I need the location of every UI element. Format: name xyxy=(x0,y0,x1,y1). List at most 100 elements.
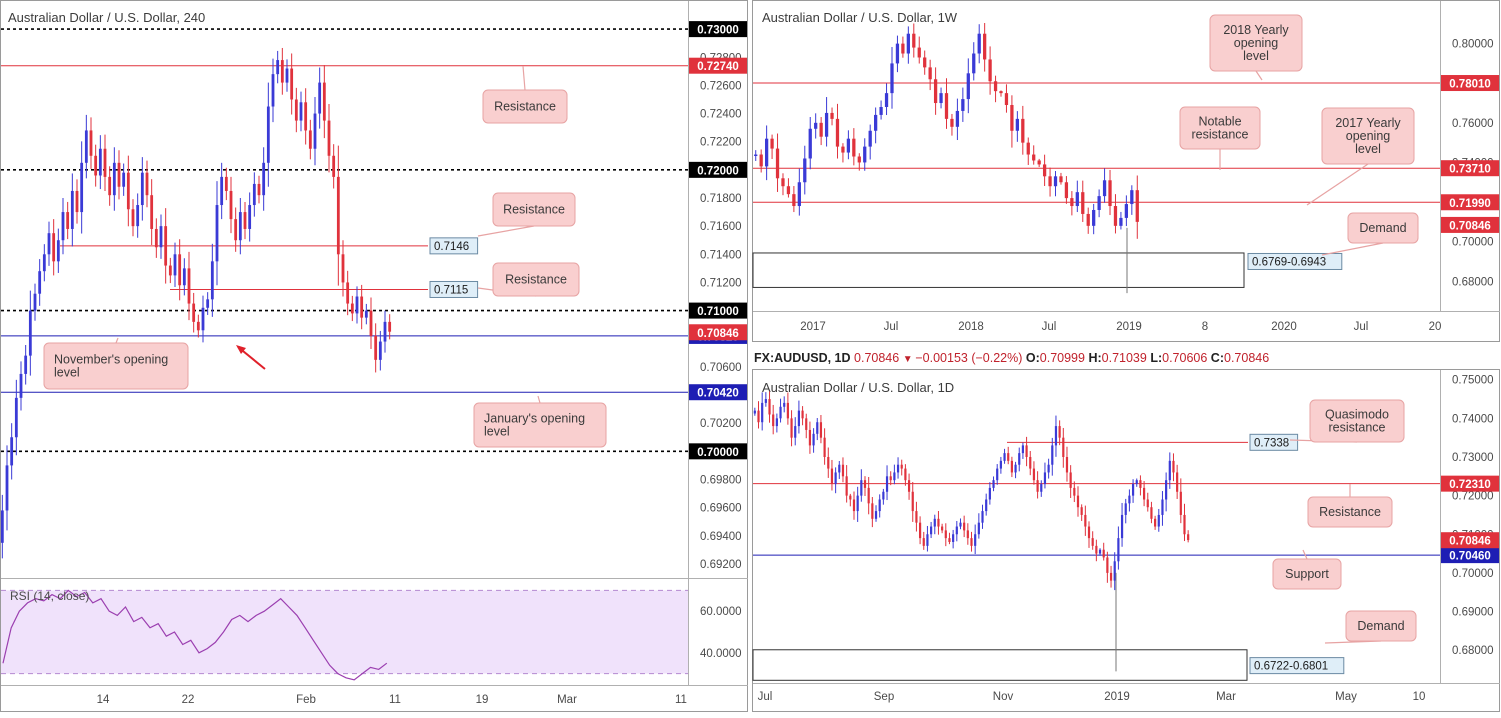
h4-candle-body xyxy=(145,172,149,196)
daily-candle-body xyxy=(882,491,885,500)
h4-candle-body xyxy=(229,190,233,220)
daily-candle-body xyxy=(772,414,775,427)
weekly-candle-body xyxy=(764,138,769,167)
daily-candle-body xyxy=(761,402,764,423)
daily-candle-body xyxy=(1109,572,1113,581)
h4-price-tag: 0.70000 xyxy=(697,447,739,459)
daily-candle-body xyxy=(911,491,914,512)
h4-callout-january-pointer xyxy=(537,395,541,404)
symbol-price: 0.70846 xyxy=(854,351,903,365)
weekly-y-tick: 0.68000 xyxy=(1452,276,1494,288)
h4-candle-body xyxy=(56,240,60,262)
symbol-change: −0.00153 (−0.22%) xyxy=(915,351,1026,365)
weekly-candle-body xyxy=(1026,142,1030,155)
h4-candle-body xyxy=(122,172,126,187)
h4-candle-body xyxy=(369,310,373,336)
daily-candle-body xyxy=(867,487,870,504)
h4-callout-resistance-top-text: Resistance xyxy=(494,100,556,114)
h4-y-tick: 0.72200 xyxy=(700,137,742,149)
daily-candle-body xyxy=(1142,487,1146,500)
daily-candle-body xyxy=(930,526,933,535)
weekly-candle-body xyxy=(835,118,840,147)
daily-candle-body xyxy=(1069,472,1072,488)
daily-candle-body xyxy=(893,472,896,481)
h4-candle-body xyxy=(192,303,196,322)
weekly-candle-body xyxy=(912,33,916,48)
daily-price-tag: 0.70460 xyxy=(1449,551,1491,563)
weekly-candle-body xyxy=(999,91,1003,94)
h4-candle-body xyxy=(327,120,331,156)
daily-candle-body xyxy=(805,418,808,430)
h4-candle-body xyxy=(52,233,56,262)
weekly-candle-body xyxy=(983,33,987,60)
daily-candle-body xyxy=(852,499,856,512)
low-value: 0.70606 xyxy=(1162,351,1211,365)
daily-callout-quasimodo-box xyxy=(1309,399,1405,443)
h4-callout-november-text: level xyxy=(54,366,80,380)
weekly-callout-2017-text: level xyxy=(1355,142,1381,156)
weekly-candle-body xyxy=(961,99,965,111)
daily-candle-body xyxy=(1091,538,1094,546)
daily-candle-body xyxy=(1095,545,1098,554)
h4-price-tag-bg xyxy=(689,21,747,38)
h4-candle-body xyxy=(108,176,112,196)
daily-candle-body xyxy=(1036,480,1039,492)
h4-candle-body xyxy=(220,176,224,206)
h4-candle-body xyxy=(10,437,14,466)
open-value: 0.70999 xyxy=(1040,351,1089,365)
daily-candle-body xyxy=(1014,464,1017,473)
weekly-candle-body xyxy=(1130,190,1134,205)
daily-candle-body xyxy=(860,480,863,496)
daily-candle-body xyxy=(1106,557,1109,573)
daily-callout-resistance-text: Resistance xyxy=(1319,505,1381,519)
weekly-candle-body xyxy=(1042,164,1047,177)
weekly-candle-body xyxy=(1119,217,1123,226)
h4-callout-resistance-mid-pointer xyxy=(477,225,535,237)
daily-candle-body xyxy=(1058,426,1061,438)
h4-level-box-bg xyxy=(429,280,479,298)
h4-candle-body xyxy=(168,265,172,276)
h4-candle-body xyxy=(285,68,289,83)
daily-candle-body xyxy=(823,437,826,457)
weekly-candle-body xyxy=(874,114,878,131)
daily-price-tag-bg xyxy=(1441,547,1499,564)
weekly-candle-body xyxy=(1015,118,1019,131)
weekly-candle-body xyxy=(1075,192,1079,207)
daily-x-tick: 2019 xyxy=(1104,691,1130,703)
h4-candle-body xyxy=(224,176,228,191)
daily-callout-quasimodo-text: resistance xyxy=(1329,421,1386,435)
daily-candle-body xyxy=(1113,561,1116,581)
h4-y-tick: 0.72600 xyxy=(700,80,742,92)
h4-x-tick: 19 xyxy=(476,694,489,706)
weekly-candle-body xyxy=(770,138,774,149)
weekly-demand-zone xyxy=(752,252,1245,288)
daily-candle-body xyxy=(963,522,966,531)
h4-rsi-band xyxy=(1,590,688,674)
weekly-candle-body xyxy=(966,73,970,100)
daily-candle-body xyxy=(915,511,918,523)
close-key: C: xyxy=(1211,351,1224,365)
h4-candle-body xyxy=(318,82,322,114)
open-key: O: xyxy=(1026,351,1040,365)
weekly-x-tick: Jul xyxy=(1354,321,1369,333)
weekly-candle-body xyxy=(944,93,949,119)
weekly-candle-body xyxy=(972,53,976,74)
daily-candle-body xyxy=(977,522,980,535)
weekly-candle-body xyxy=(1081,192,1085,214)
h4-callout-resistance-low-group: Resistance xyxy=(477,262,580,297)
daily-candle-body xyxy=(764,399,767,403)
weekly-callout-2017-box xyxy=(1321,107,1415,165)
weekly-price-tag-bg xyxy=(1441,194,1499,211)
h4-callout-resistance-mid-group: Resistance xyxy=(477,192,576,237)
daily-candle-body xyxy=(948,538,951,542)
h4-candle-body xyxy=(80,162,84,213)
weekly-candle-body xyxy=(814,122,818,129)
daily-candle-body xyxy=(1131,484,1135,496)
daily-candle-body xyxy=(849,495,852,500)
weekly-candle-body xyxy=(1086,213,1090,226)
h4-candle-body xyxy=(374,335,378,360)
daily-candle-body xyxy=(966,530,969,539)
